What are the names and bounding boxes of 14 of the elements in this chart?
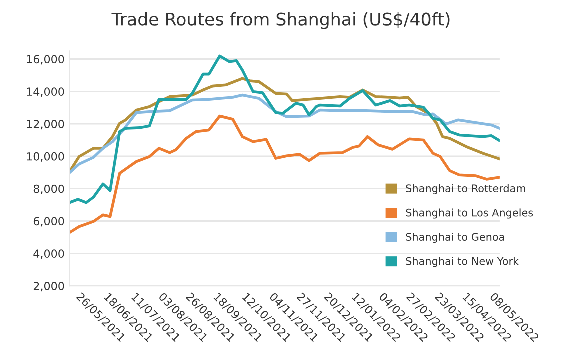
y-tick-label: 12,000 bbox=[27, 120, 64, 130]
y-tick-label: 8,000 bbox=[34, 184, 64, 194]
y-tick-label: 2,000 bbox=[34, 282, 64, 292]
legend-label: Shanghai to New York bbox=[406, 257, 520, 268]
line-series bbox=[70, 94, 500, 174]
legend-label: Shanghai to Genoa bbox=[406, 232, 504, 244]
legend-label: Shanghai to Rotterdam bbox=[406, 184, 526, 195]
y-tick-label: 16,000 bbox=[27, 55, 64, 65]
y-tick-label: 4,000 bbox=[34, 250, 64, 260]
legend-label: Shanghai to Los Angeles bbox=[406, 208, 534, 219]
chart-title: Trade Routes from Shanghai (US$/40ft) bbox=[112, 12, 450, 30]
y-tick-label: 10,000 bbox=[27, 152, 64, 162]
y-tick-label: 14,000 bbox=[27, 88, 64, 98]
y-tick-label: 6,000 bbox=[34, 217, 64, 227]
